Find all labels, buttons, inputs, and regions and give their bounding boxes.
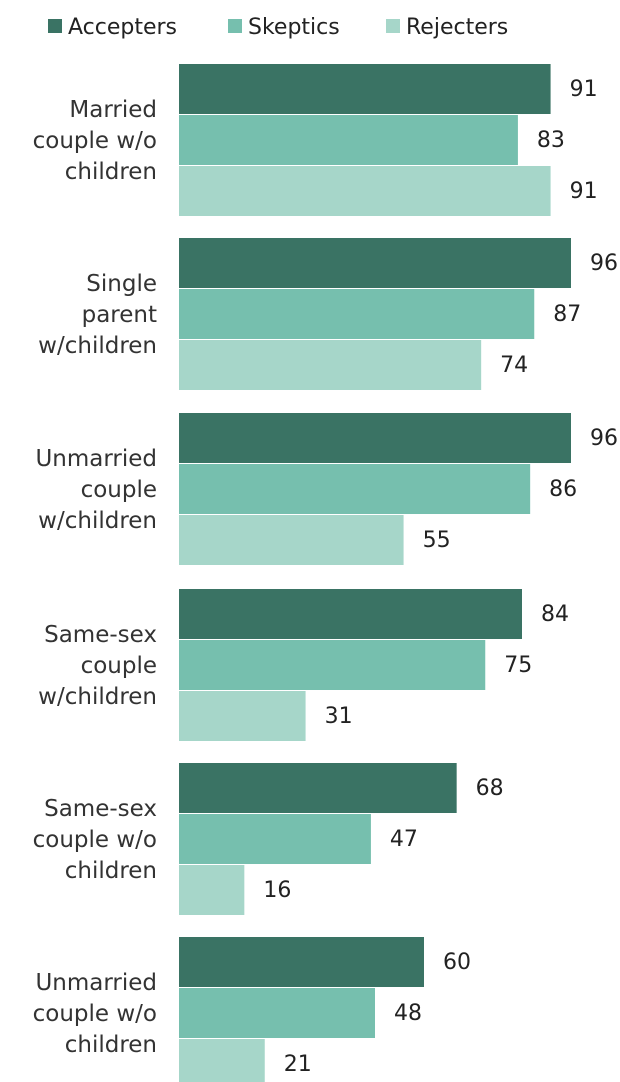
bar-accepters-4 xyxy=(179,763,457,813)
bar-rejecters-5 xyxy=(179,1039,265,1082)
category-label-line: children xyxy=(65,858,157,884)
bar-accepters-3 xyxy=(179,589,522,639)
category-label-line: children xyxy=(65,1032,157,1058)
value-label-accepters-0: 91 xyxy=(570,77,598,102)
category-label-line: w/children xyxy=(38,333,157,359)
value-label-accepters-3: 84 xyxy=(541,602,569,627)
category-label-line: couple w/o xyxy=(33,1001,157,1027)
category-label-line: children xyxy=(65,159,157,185)
category-label-3: Same-sex couple w/children xyxy=(38,622,157,710)
bar-skeptics-5 xyxy=(179,988,375,1038)
category-label-line: couple w/o xyxy=(33,827,157,853)
value-label-skeptics-1: 87 xyxy=(553,302,581,327)
category-label-line: w/children xyxy=(38,684,157,710)
bar-skeptics-2 xyxy=(179,464,531,514)
value-label-skeptics-2: 86 xyxy=(549,477,577,502)
bar-rejecters-4 xyxy=(179,865,245,915)
bars xyxy=(179,64,571,1082)
bar-accepters-0 xyxy=(179,64,551,114)
bar-skeptics-1 xyxy=(179,289,535,339)
legend-label-accepters: Accepters xyxy=(68,15,177,40)
bar-skeptics-3 xyxy=(179,640,486,690)
legend-label-rejecters: Rejecters xyxy=(406,15,508,40)
bar-rejecters-1 xyxy=(179,340,482,390)
category-label-4: Same-sex couple w/o children xyxy=(33,796,157,884)
category-label-line: Married xyxy=(69,97,157,123)
legend-swatch-skeptics xyxy=(228,19,242,33)
category-label-line: couple xyxy=(81,653,157,679)
category-labels: Married couple w/o children Single parent w/c… xyxy=(33,97,157,1058)
legend-swatch-rejecters xyxy=(386,19,400,33)
category-label-0: Married couple w/o children xyxy=(33,97,157,185)
value-label-accepters-2: 96 xyxy=(590,426,618,451)
bar-skeptics-4 xyxy=(179,814,371,864)
value-label-rejecters-3: 31 xyxy=(325,704,353,729)
bar-skeptics-0 xyxy=(179,115,518,165)
category-label-line: Same-sex xyxy=(44,796,157,822)
category-label-2: Unmarried couple w/children xyxy=(35,446,157,534)
legend-label-skeptics: Skeptics xyxy=(248,15,340,40)
bar-rejecters-2 xyxy=(179,515,404,565)
bar-accepters-5 xyxy=(179,937,424,987)
value-label-skeptics-5: 48 xyxy=(394,1001,422,1026)
category-label-1: Single parent w/children xyxy=(38,271,157,359)
value-label-accepters-4: 68 xyxy=(476,776,504,801)
value-labels: 91 83 91 96 87 74 96 86 55 84 75 31 68 47 16 60 48 21 xyxy=(263,77,618,1077)
category-label-line: Unmarried xyxy=(35,970,157,996)
value-label-skeptics-3: 75 xyxy=(504,653,532,678)
category-label-line: parent xyxy=(82,302,157,328)
category-label-line: Single xyxy=(86,271,157,297)
category-label-5: Unmarried couple w/o children xyxy=(33,970,157,1058)
value-label-rejecters-4: 16 xyxy=(263,878,291,903)
value-label-accepters-5: 60 xyxy=(443,950,471,975)
value-label-rejecters-2: 55 xyxy=(423,528,451,553)
category-label-line: couple w/o xyxy=(33,128,157,154)
value-label-rejecters-5: 21 xyxy=(284,1052,312,1077)
legend-swatch-accepters xyxy=(48,19,62,33)
value-label-accepters-1: 96 xyxy=(590,251,618,276)
value-label-rejecters-0: 91 xyxy=(570,179,598,204)
category-label-line: Same-sex xyxy=(44,622,157,648)
bar-accepters-1 xyxy=(179,238,571,288)
value-label-skeptics-4: 47 xyxy=(390,827,418,852)
value-label-skeptics-0: 83 xyxy=(537,128,565,153)
category-label-line: couple xyxy=(81,477,157,503)
bar-accepters-2 xyxy=(179,413,571,463)
legend: Accepters Skeptics Rejecters xyxy=(48,15,508,40)
bar-rejecters-3 xyxy=(179,691,306,741)
value-label-rejecters-1: 74 xyxy=(500,353,528,378)
bar-rejecters-0 xyxy=(179,166,551,216)
category-label-line: Unmarried xyxy=(35,446,157,472)
category-label-line: w/children xyxy=(38,508,157,534)
